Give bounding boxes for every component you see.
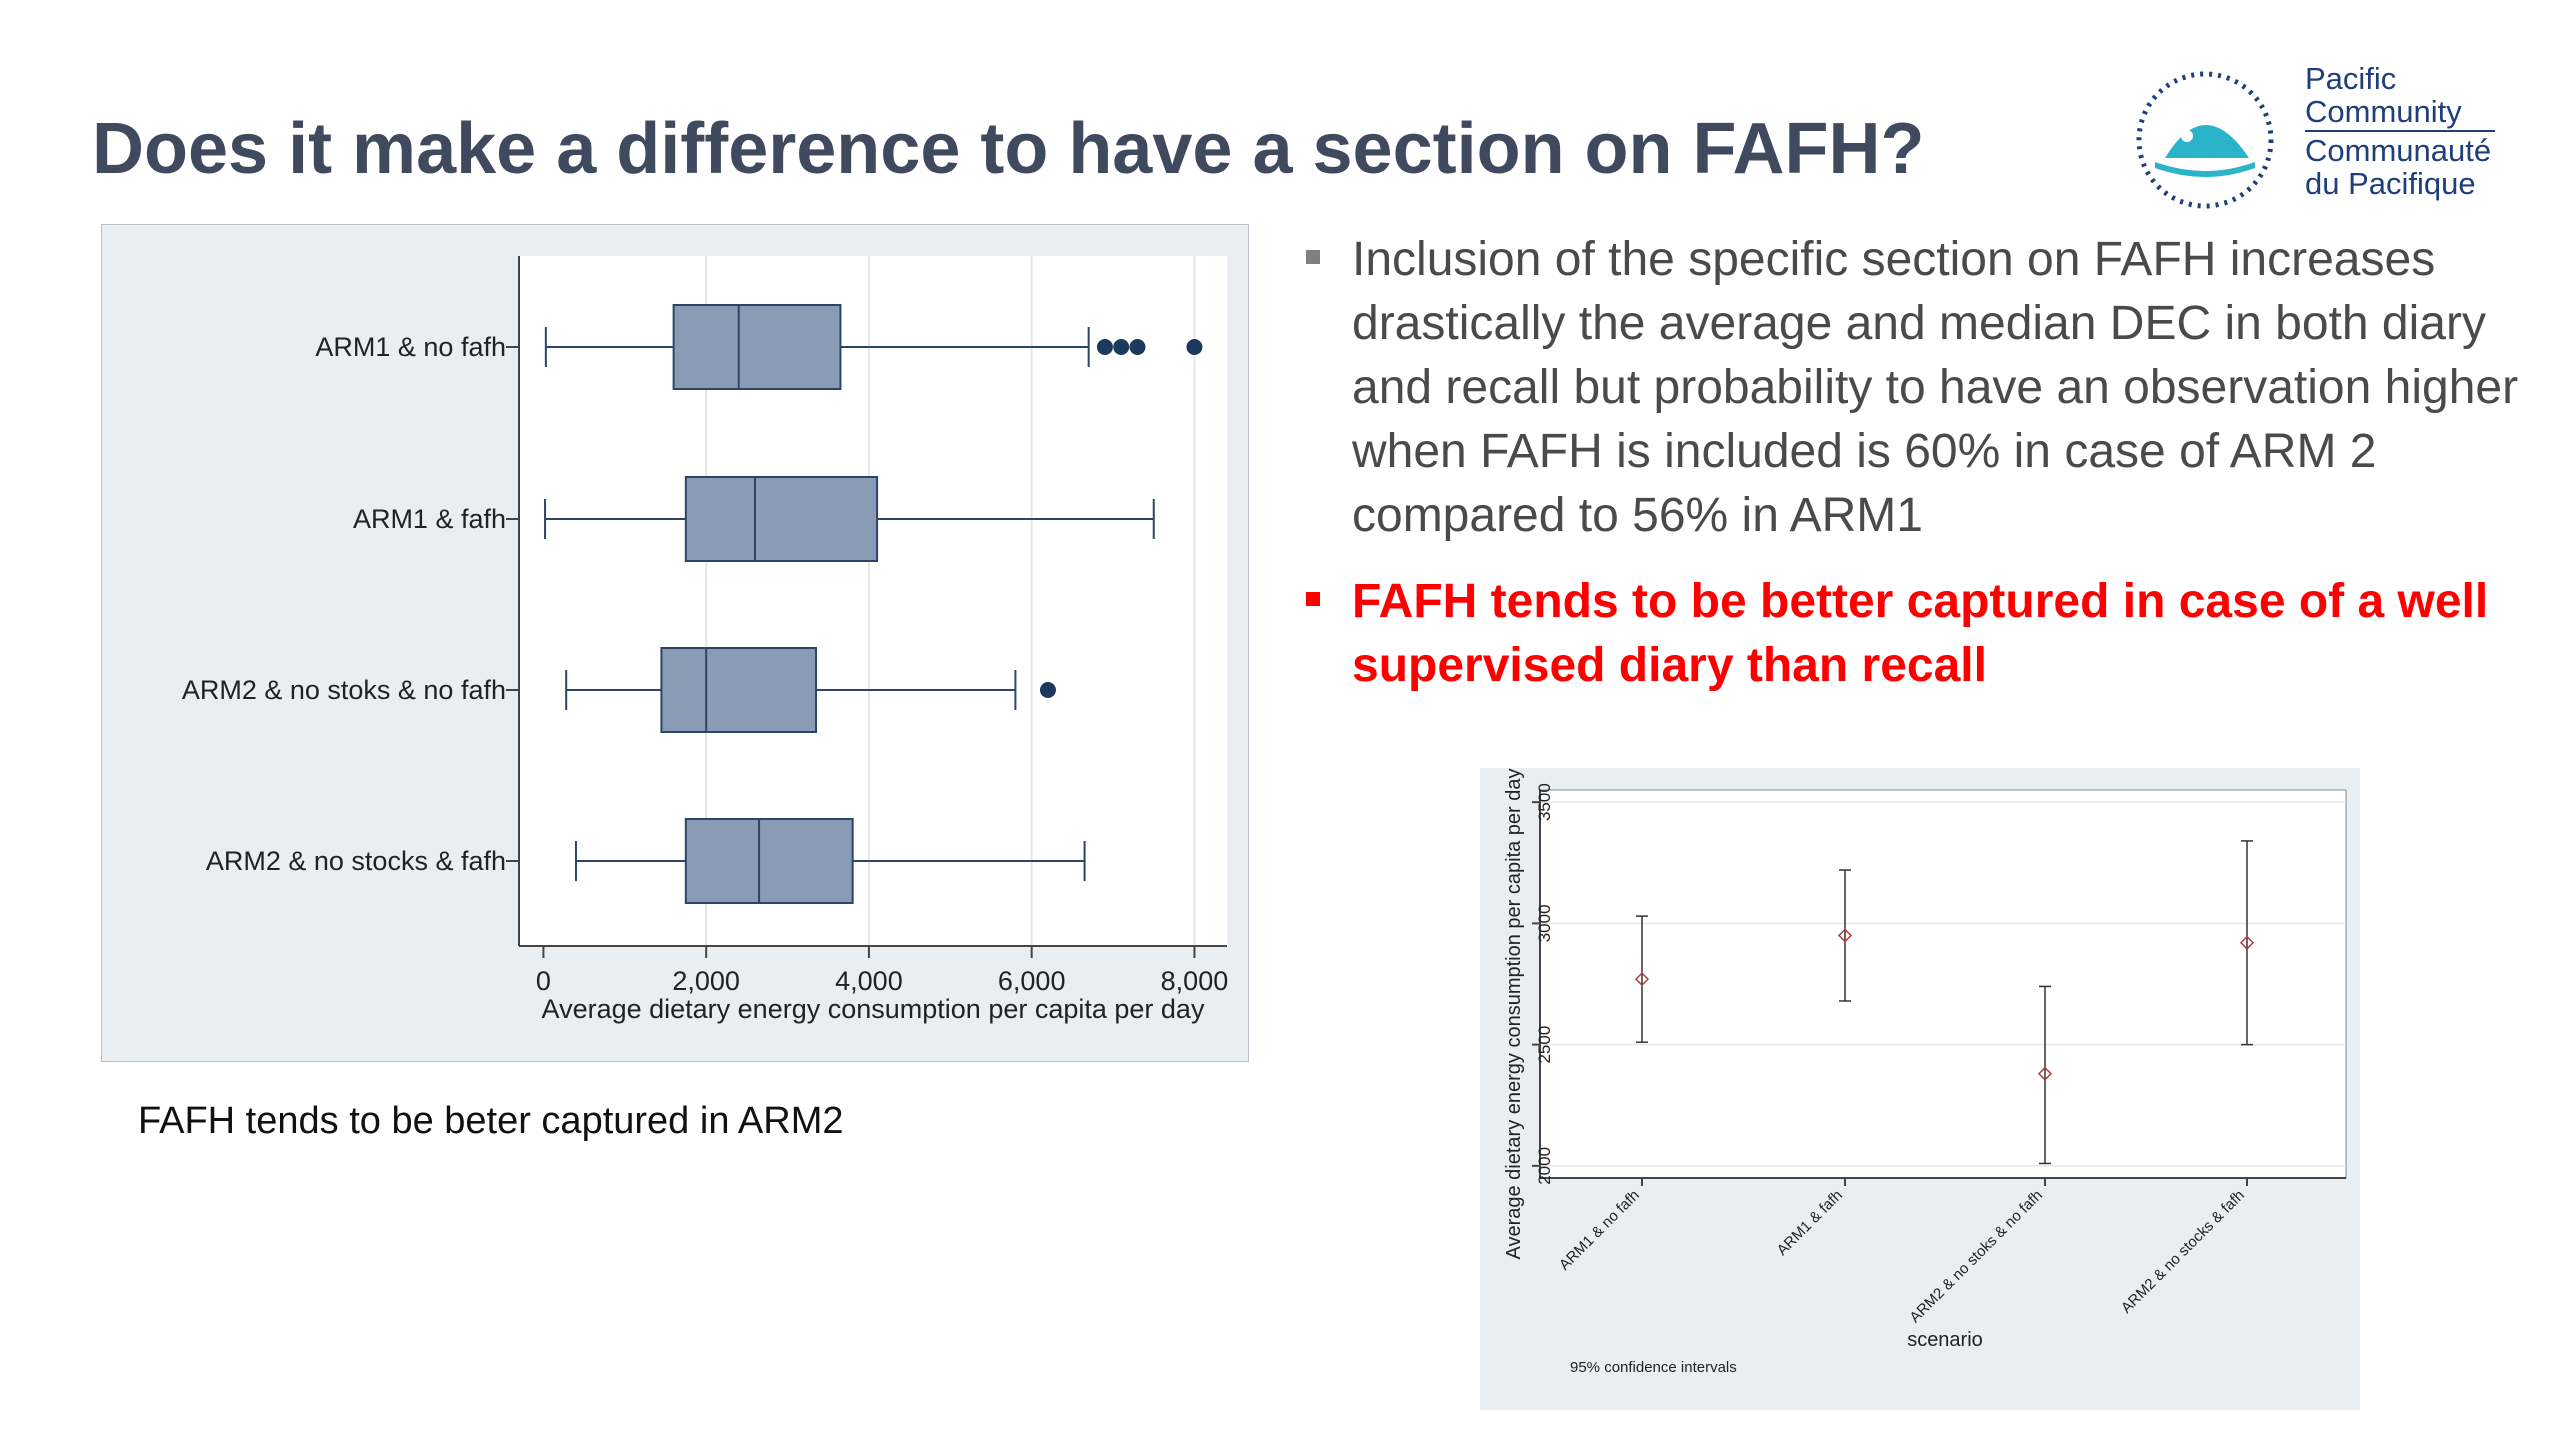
- mean-point: [1837, 928, 1853, 943]
- category-label: ARM1 & no fafh: [315, 332, 506, 362]
- plot-area: [519, 256, 1227, 946]
- pacific-community-logo: Pacific Community Communauté du Pacifiqu…: [2125, 62, 2505, 222]
- mean-point: [1634, 972, 1650, 987]
- logo-line-3: Communauté: [2305, 133, 2492, 168]
- mean-point: [2037, 1066, 2053, 1081]
- logo-divider: [2305, 130, 2495, 132]
- x-tick-label: 0: [536, 966, 551, 996]
- box: [672, 304, 842, 390]
- y-tick-label: 2000: [1535, 1147, 1554, 1185]
- x-tick-label: 2,000: [672, 966, 740, 996]
- slide-title: Does it make a difference to have a sect…: [92, 109, 1925, 189]
- plot-area: [1539, 789, 2347, 1179]
- category-label: ARM1 & fafh: [353, 504, 506, 534]
- box-plot-chart: 0 2,000 4,000 6,000 8,000 ARM1 & no fafh ARM1…: [101, 224, 1249, 1062]
- y-tick-label: 2500: [1535, 1026, 1554, 1064]
- category-label: ARM2 & no stoks & no fafh: [182, 675, 506, 705]
- y-axis-label: Average dietary energy consumption per c…: [1503, 768, 1525, 1259]
- bullet-text: Inclusion of the specific section on FAF…: [1352, 233, 2519, 542]
- logo-line-2: Community: [2305, 94, 2462, 129]
- box: [684, 476, 879, 562]
- box: [684, 818, 854, 904]
- x-tick-label: 4,000: [835, 966, 903, 996]
- outlier-point: [1113, 339, 1130, 355]
- x-axis-label: scenario: [1907, 1329, 1983, 1351]
- y-tick-label: 3000: [1535, 904, 1554, 942]
- bullet-text: FAFH tends to be better captured in case…: [1352, 575, 2489, 692]
- bullet-square-icon: [1306, 250, 1320, 264]
- outlier-point: [1039, 682, 1056, 698]
- category-label: ARM2 & no stocks & fafh: [206, 846, 506, 876]
- outlier-point: [1129, 339, 1146, 355]
- chart-note: 95% confidence intervals: [1570, 1359, 1737, 1376]
- bullet-item: Inclusion of the specific section on FAF…: [1300, 228, 2540, 548]
- outlier-point: [1096, 339, 1113, 355]
- x-axis-label: Average dietary energy consumption per c…: [542, 994, 1205, 1024]
- logo-line-1: Pacific: [2305, 61, 2397, 96]
- mean-point: [2239, 935, 2255, 950]
- bullet-item-highlight: FAFH tends to be better captured in case…: [1300, 570, 2540, 698]
- logo-line-4: du Pacifique: [2305, 166, 2476, 201]
- logo-text: Pacific Community Communauté du Pacifiqu…: [2305, 62, 2495, 200]
- y-tick-label: 3500: [1535, 783, 1554, 821]
- x-tick-label: 8,000: [1161, 966, 1229, 996]
- bullet-square-icon: [1306, 592, 1320, 606]
- box: [660, 647, 818, 733]
- bullet-list: Inclusion of the specific section on FAF…: [1300, 228, 2540, 698]
- chart-caption: FAFH tends to be beter captured in ARM2: [138, 1100, 844, 1142]
- logo-emblem-icon: [2136, 71, 2274, 209]
- outlier-point: [1186, 339, 1203, 355]
- x-tick-label: 6,000: [998, 966, 1066, 996]
